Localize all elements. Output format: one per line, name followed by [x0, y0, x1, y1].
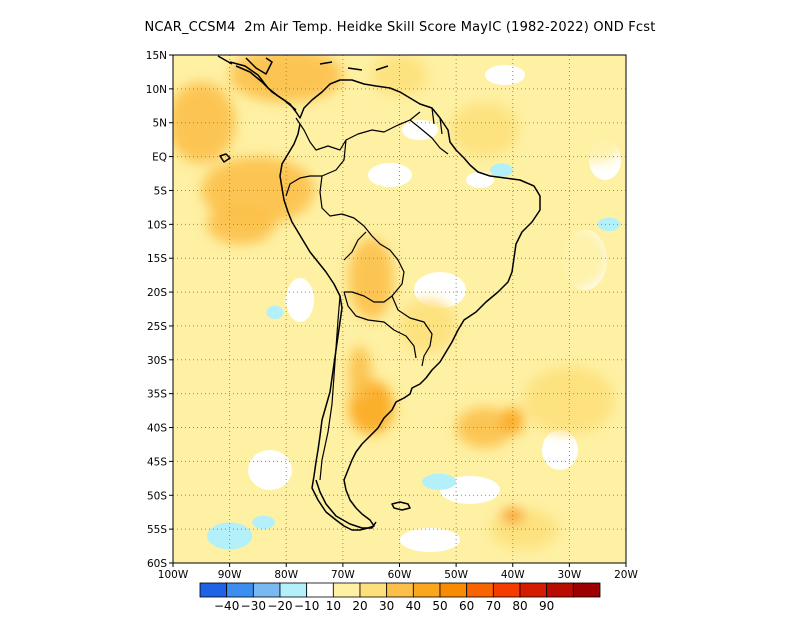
- lat-tick-label: 50S: [147, 490, 167, 502]
- colorbar-swatch: [252, 582, 281, 598]
- lat-tick-label: 55S: [147, 524, 167, 536]
- falkland-islands: [391, 501, 411, 511]
- country-borders: [285, 107, 449, 481]
- colorbar-label: −30: [241, 599, 266, 613]
- field-region: [563, 82, 626, 164]
- field-region: [348, 237, 394, 320]
- lat-tick-label: 5N: [152, 118, 167, 130]
- lat-tick-label: EQ: [152, 152, 167, 164]
- colorbar-swatch: [519, 582, 548, 598]
- lat-tick-label: 10S: [147, 219, 167, 231]
- lat-tick-label: 15S: [147, 253, 167, 265]
- lon-tick-label: 40W: [501, 569, 525, 581]
- lat-tick-label: 15N: [146, 50, 167, 62]
- colorbar-label: −40: [214, 599, 239, 613]
- colorbar-swatch: [412, 582, 441, 598]
- field-region: [456, 407, 513, 448]
- lat-tick-label: 10N: [146, 84, 167, 96]
- field-region: [348, 346, 372, 401]
- colorbar: −40 −30 −20 −10 10 20 30 40 50 60 70 80 90: [199, 582, 601, 613]
- negative-region: [266, 305, 284, 320]
- colorbar-label: 30: [379, 599, 394, 613]
- lat-tick-label: 45S: [147, 456, 167, 468]
- field-region: [501, 407, 525, 435]
- colorbar-label: 80: [512, 599, 527, 613]
- colorbar-swatch: [359, 582, 388, 598]
- lat-tick-label: 25S: [147, 321, 167, 333]
- negative-region: [422, 473, 457, 490]
- caribbean-islands: [319, 61, 389, 71]
- central-america-coastline: [217, 55, 297, 111]
- colorbar-label: 60: [459, 599, 474, 613]
- galapagos-islands: [219, 153, 231, 163]
- field-region: [173, 82, 236, 164]
- colorbar-label: −10: [294, 599, 319, 613]
- tierra-del-fuego: [315, 479, 377, 529]
- colorbar-label: 20: [352, 599, 367, 613]
- colorbar-label: −20: [267, 599, 292, 613]
- graticule: [173, 55, 626, 563]
- negative-region: [252, 515, 275, 530]
- colorbar-swatch: [226, 582, 254, 598]
- negative-region: [490, 163, 513, 177]
- field-region: [490, 508, 559, 550]
- lon-tick-label: 30W: [558, 569, 582, 581]
- lat-tick-label: 20S: [147, 287, 167, 299]
- colorbar-swatch: [466, 582, 494, 598]
- lon-tick-label: 20W: [614, 569, 638, 581]
- lat-tick-label: 5S: [154, 185, 168, 197]
- colorbar-swatch: [306, 582, 334, 598]
- lon-tick-label: 50W: [444, 569, 468, 581]
- colorbar-swatch: [279, 582, 308, 598]
- south-america-coastline: [229, 61, 541, 531]
- field-region: [206, 204, 275, 245]
- latitude-labels: 15N 10N 5N EQ 5S 10S 15S 20S 25S 30S 35S 40S 45S 50S 5…: [146, 50, 173, 570]
- longitude-labels: 100W 90W 80W 70W 60W 50W 40W 30W 20W: [158, 563, 638, 581]
- colorbar-swatch: [199, 582, 228, 598]
- colorbar-swatch: [572, 582, 601, 598]
- colorbar-label: 70: [486, 599, 501, 613]
- lon-tick-label: 70W: [331, 569, 355, 581]
- lon-tick-label: 80W: [274, 569, 298, 581]
- field-region: [524, 366, 615, 435]
- colorbar-swatch: [386, 582, 414, 598]
- lat-tick-label: 30S: [147, 355, 167, 367]
- lon-tick-label: 100W: [158, 569, 189, 581]
- colorbar-swatch: [439, 582, 468, 598]
- lon-tick-label: 90W: [218, 569, 242, 581]
- colorbar-swatch: [492, 582, 521, 598]
- lat-tick-label: 40S: [147, 423, 167, 435]
- field-region: [399, 298, 457, 354]
- lat-tick-label: 35S: [147, 389, 167, 401]
- coastlines: [217, 55, 541, 531]
- colorbar-label: 40: [406, 599, 421, 613]
- colorbar-label: 90: [539, 599, 554, 613]
- lat-tick-label: 60S: [147, 558, 167, 570]
- colorbar-swatch: [546, 582, 574, 598]
- field-region: [229, 55, 343, 103]
- map-title: NCAR_CCSM4 2m Air Temp. Heidke Skill Sco…: [144, 20, 656, 35]
- colorbar-swatch: [332, 582, 361, 598]
- lon-tick-label: 60W: [388, 569, 412, 581]
- colorbar-label: 50: [432, 599, 447, 613]
- field-region: [450, 102, 519, 157]
- colorbar-label: 10: [326, 599, 341, 613]
